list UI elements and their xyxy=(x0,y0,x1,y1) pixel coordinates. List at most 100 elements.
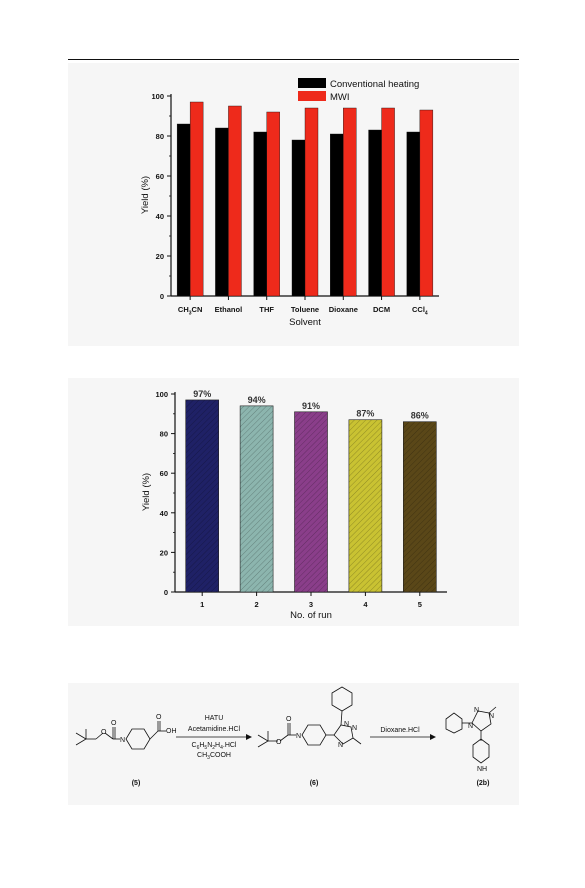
y-tick-label: 80 xyxy=(156,132,164,141)
compound-2b-structure xyxy=(445,706,497,764)
bar-mwi-dcm xyxy=(381,107,395,297)
subscript: 5 xyxy=(204,745,207,751)
x-tick-label-thf: THF xyxy=(259,305,274,314)
bar-hatch-run-3 xyxy=(294,411,328,592)
bar-conventional-dcm xyxy=(368,129,382,297)
compound-6-triazole-n4: N xyxy=(338,742,343,749)
x-axis-title: Solvent xyxy=(289,317,321,328)
subscript: 4 xyxy=(220,745,223,751)
y-tick-label: 20 xyxy=(160,548,168,557)
data-label-run-4: 87% xyxy=(356,409,374,419)
y-axis-title: Yield (%) xyxy=(140,176,151,214)
x-tick-label-3: 3 xyxy=(309,600,313,609)
data-label-run-5: 86% xyxy=(411,411,429,421)
reagent-phenylhydrazine: C6H5N2H4.HCl xyxy=(192,742,237,751)
y-tick-label: 20 xyxy=(156,252,164,261)
y-tick-label: 40 xyxy=(160,509,168,518)
bar-mwi-ch3cn xyxy=(189,101,204,297)
reagent-acetic-acid: CH3COOH xyxy=(197,752,231,761)
bar-conventional-toluene xyxy=(291,139,306,297)
bar-conventional-ccl4 xyxy=(406,131,421,297)
y-tick-label: 40 xyxy=(156,212,164,221)
y-tick-label: 0 xyxy=(160,292,164,301)
data-label-run-1: 97% xyxy=(193,389,211,399)
bar-mwi-thf xyxy=(266,111,280,297)
formula-text: .HCl xyxy=(223,742,237,749)
bar-conventional-ethanol xyxy=(215,127,229,297)
subscript: 2 xyxy=(212,745,215,751)
x-tick-label-2: 2 xyxy=(255,600,259,609)
legend: Conventional heating MWI xyxy=(298,78,419,103)
formula-text: COOH xyxy=(210,752,231,759)
x-tick-label-dioxane: Dioxane xyxy=(329,305,358,314)
reagent-acetamidine: Acetamidine.HCl xyxy=(188,726,241,733)
x-tick-label-5: 5 xyxy=(418,600,422,609)
bar-hatch-run-4 xyxy=(348,419,382,592)
header-rule xyxy=(68,59,519,60)
x-tick-label-rest: CN xyxy=(192,305,203,314)
reaction-arrow-2-head xyxy=(430,734,436,740)
bar-hatch-run-5 xyxy=(403,421,437,592)
reagent-hatu: HATU xyxy=(205,715,224,722)
synthesis-scheme-svg: O O N O OH (5) HATU Acetamidine.HCl C6H5… xyxy=(75,686,497,787)
formula-text: H xyxy=(199,742,204,749)
compound-6-carbonyl-o: O xyxy=(286,716,292,723)
compound-6-triazole-n1: N xyxy=(344,721,349,728)
bar-mwi-ethanol xyxy=(228,105,242,297)
synthesis-scheme: O O N O OH (5) HATU Acetamidine.HCl C6H5… xyxy=(68,683,519,805)
compound-5-structure xyxy=(75,721,166,750)
formula-text: CH xyxy=(197,752,207,759)
data-label-run-2: 94% xyxy=(248,395,266,405)
x-tick-label-ethanol: Ethanol xyxy=(215,305,243,314)
bar-mwi-toluene xyxy=(304,107,319,297)
subscript: 3 xyxy=(207,755,210,761)
bar-conventional-thf xyxy=(253,131,267,297)
subscript: 6 xyxy=(197,745,200,751)
bar-hatch-run-1 xyxy=(185,399,219,592)
y-tick-label: 80 xyxy=(160,430,168,439)
compound-5-oh: OH xyxy=(166,728,177,735)
run-yield-chart: 0 20 40 60 80 100 97% 94% 91% 87% 86% 1 2 3 4 5 No. o… xyxy=(68,378,519,626)
x-tick-label-toluene: Toluene xyxy=(291,305,319,314)
compound-6-structure xyxy=(257,686,362,748)
y-tick-label: 60 xyxy=(156,172,164,181)
y-tick-label: 60 xyxy=(160,469,168,478)
run-yield-chart-svg: 0 20 40 60 80 100 97% 94% 91% 87% 86% 1 2 3 4 5 No. o… xyxy=(141,389,447,621)
y-tick-label: 100 xyxy=(151,92,164,101)
y-tick-label: 100 xyxy=(155,390,168,399)
data-label-run-3: 91% xyxy=(302,401,320,411)
compound-2b-label: (2b) xyxy=(477,780,490,787)
bar-mwi-ccl4 xyxy=(419,109,434,297)
compound-5-carbonyl-o: O xyxy=(111,720,117,727)
formula-text: C xyxy=(192,742,197,749)
compound-6-n: N xyxy=(296,733,301,740)
compound-2b-nh: NH xyxy=(477,766,487,773)
compound-2b-triazole-n4: N xyxy=(468,723,473,730)
legend-label-conventional: Conventional heating xyxy=(330,79,419,90)
compound-5-ester-o: O xyxy=(101,729,107,736)
reagent-dioxane-hcl: Dioxane.HCl xyxy=(380,727,420,734)
compound-5-label: (5) xyxy=(132,780,141,787)
compound-6-label: (6) xyxy=(310,780,319,787)
y-tick-label: 0 xyxy=(164,588,168,597)
formula-text: N xyxy=(207,742,212,749)
x-tick-label-dcm: DCM xyxy=(373,305,390,314)
x-axis-title: No. of run xyxy=(290,610,332,621)
formula-text: H xyxy=(215,742,220,749)
reaction-arrow-1-head xyxy=(246,734,252,740)
solvent-yield-chart-svg: 0 20 40 60 80 100 CH3CN Ethanol THF Toluene Dioxa… xyxy=(140,78,439,328)
bar-hatch-run-2 xyxy=(240,405,274,592)
y-axis-title: Yield (%) xyxy=(141,473,152,511)
compound-6-ester-o: O xyxy=(276,739,282,746)
compound-5-acid-o: O xyxy=(156,714,162,721)
bar-mwi-dioxane xyxy=(343,107,357,297)
subscript: 3 xyxy=(189,311,192,317)
bar-conventional-dioxane xyxy=(330,133,344,297)
solvent-yield-chart: 0 20 40 60 80 100 CH3CN Ethanol THF Toluene Dioxa… xyxy=(68,63,519,346)
legend-label-mwi: MWI xyxy=(330,92,350,103)
compound-6-triazole-n2: N xyxy=(352,725,357,732)
compound-5-n: N xyxy=(120,737,125,744)
x-tick-label-ch3cn: CH3CN xyxy=(178,305,202,317)
subscript: 4 xyxy=(425,311,428,317)
legend-swatch-conventional xyxy=(298,78,326,88)
